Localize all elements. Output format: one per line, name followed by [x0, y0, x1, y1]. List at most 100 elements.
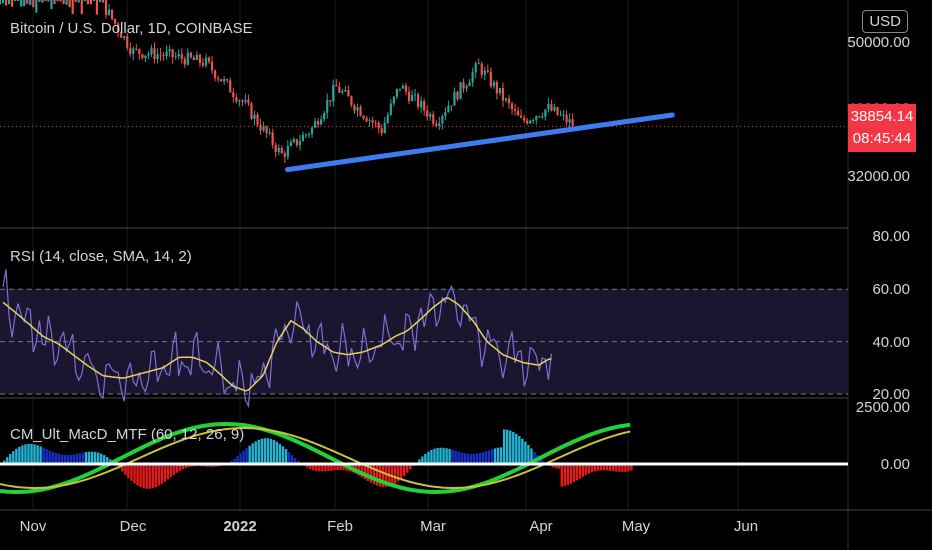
macd-histogram-bar — [327, 464, 330, 472]
candle-body — [447, 106, 450, 113]
candle-body — [341, 91, 344, 93]
candle-body — [183, 58, 186, 65]
macd-histogram-bar — [248, 445, 251, 464]
macd-histogram-bar — [527, 445, 530, 464]
candle-body — [50, 0, 53, 10]
candle-body — [98, 0, 102, 2]
macd-histogram-bar — [421, 456, 424, 464]
time-axis-label-may: May — [621, 518, 651, 535]
macd-histogram-bar — [284, 449, 288, 464]
rsi-axis-60: 60.00 — [872, 281, 910, 298]
candle-body — [271, 132, 274, 145]
candle-body — [429, 114, 432, 117]
macd-histogram-bar — [590, 464, 594, 473]
candle-body — [226, 79, 229, 81]
macd-histogram-bar — [57, 453, 60, 464]
candle-body — [410, 94, 414, 102]
candle-body — [426, 110, 429, 117]
macd-histogram-bar — [175, 464, 179, 473]
candle-body — [420, 101, 423, 108]
candle-body — [301, 135, 305, 142]
current-price-tag: 38854.14 08:45:44 — [848, 104, 916, 152]
candle-body — [350, 96, 353, 106]
candle-body — [374, 122, 377, 124]
candle-body — [126, 36, 129, 48]
candle-body — [198, 54, 202, 64]
macd-histogram-bar — [160, 464, 163, 484]
candle-body — [56, 0, 59, 2]
candle-body — [265, 126, 268, 134]
candle-body — [553, 107, 556, 111]
candle-body — [159, 54, 162, 56]
candle-body — [41, 0, 44, 3]
macd-histogram-bar — [239, 453, 242, 464]
candle-body — [529, 120, 532, 124]
candle-body — [177, 54, 180, 57]
candle-body — [123, 36, 126, 38]
macd-histogram-bar — [390, 464, 394, 486]
macd-histogram-bar — [375, 464, 379, 486]
candle-body — [192, 57, 195, 61]
candle-body — [565, 114, 568, 123]
candle-body — [32, 0, 35, 8]
candle-body — [483, 70, 486, 75]
candle-body — [326, 99, 329, 113]
macd-histogram-bar — [442, 447, 445, 464]
macd-histogram-bar — [245, 448, 248, 464]
macd-histogram-bar — [260, 438, 263, 464]
candle-body — [307, 133, 311, 135]
macd-histogram-bar — [357, 464, 360, 476]
macd-histogram-bar — [496, 447, 500, 464]
candle-body — [383, 122, 386, 134]
macd-histogram-bar — [587, 464, 591, 474]
candle-body — [144, 55, 147, 59]
macd-histogram-bar — [21, 445, 24, 464]
macd-histogram-bar — [566, 464, 570, 486]
macd-histogram-bar — [309, 464, 312, 470]
macd-histogram-bar — [457, 451, 460, 464]
candle-body — [513, 109, 517, 111]
candle-body — [17, 0, 20, 1]
macd-histogram-bar — [296, 460, 300, 464]
candle-body — [241, 100, 244, 102]
candle-body — [268, 132, 271, 134]
macd-histogram-bar — [551, 464, 554, 468]
candle-body — [365, 118, 368, 122]
macd-histogram-bar — [463, 453, 466, 464]
macd-histogram-bar — [287, 452, 291, 464]
candle-body — [498, 88, 502, 94]
candle-body — [107, 9, 111, 15]
candle-body — [571, 119, 574, 126]
candle-body — [156, 54, 159, 59]
candle-body — [174, 56, 177, 58]
candle-body — [562, 114, 565, 116]
candle-body — [453, 91, 456, 106]
macd-histogram-bar — [393, 464, 397, 484]
macd-histogram-bar — [615, 464, 618, 472]
time-axis-label-nov: Nov — [19, 518, 47, 535]
macd-histogram-bar — [15, 448, 18, 464]
macd-histogram-bar — [460, 452, 463, 464]
candle-body — [544, 109, 547, 117]
macd-histogram-bar — [133, 464, 136, 484]
macd-histogram-bar — [66, 454, 70, 464]
candle-body — [38, 0, 41, 2]
macd-histogram-bar — [121, 464, 124, 472]
macd-histogram-bar — [93, 451, 97, 464]
macd-histogram-bar — [312, 464, 315, 471]
macd-histogram-bar — [554, 464, 557, 469]
candle-body — [35, 0, 38, 13]
macd-histogram-bar — [621, 464, 624, 472]
candle-body — [132, 48, 135, 54]
candle-body — [377, 122, 380, 129]
candle-body — [229, 80, 232, 93]
candle-body — [550, 104, 553, 111]
currency-button[interactable]: USD — [862, 10, 908, 33]
time-axis-label-feb: Feb — [327, 518, 353, 535]
macd-histogram-bar — [254, 441, 257, 464]
candle-body — [68, 0, 71, 8]
price-axis-label-50000: 50000.00 — [847, 34, 910, 51]
candle-body — [104, 0, 108, 15]
macd-histogram-bar — [445, 448, 448, 464]
candle-body — [47, 0, 50, 2]
